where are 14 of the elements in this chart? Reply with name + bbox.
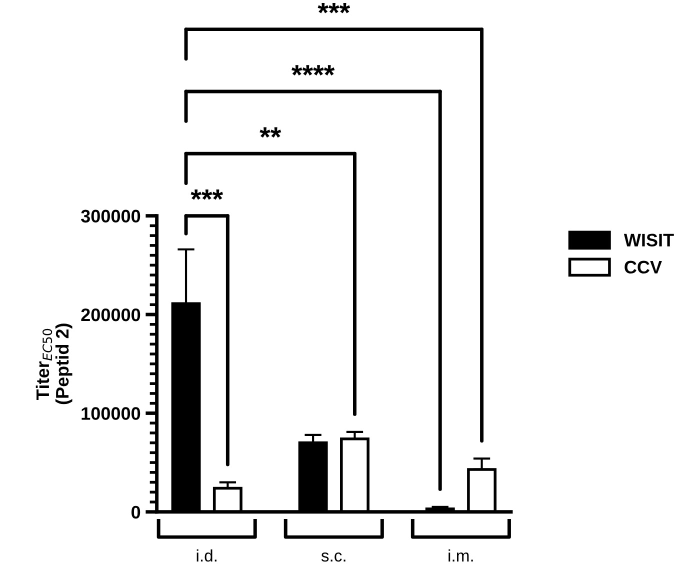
- y-tick-label: 300000: [81, 210, 140, 223]
- x-tick-label: s.c.: [321, 552, 346, 562]
- y-tick-label: 100000: [82, 407, 140, 420]
- legend-label: CCV: [624, 260, 662, 274]
- y-tick-label: 0: [132, 506, 140, 519]
- text: ***: [190, 189, 224, 200]
- y-axis-title: Titer$_{EC50}$ (Peptid 2): [36, 324, 72, 404]
- text: ****: [292, 65, 335, 76]
- x-tick-label: i.d.: [196, 549, 216, 562]
- legend-label: WISIT: [624, 234, 674, 247]
- text: **: [260, 127, 282, 138]
- x-tick-label: i.m.: [448, 549, 473, 562]
- y-tick-label: 200000: [81, 308, 140, 322]
- text: ***: [318, 2, 350, 14]
